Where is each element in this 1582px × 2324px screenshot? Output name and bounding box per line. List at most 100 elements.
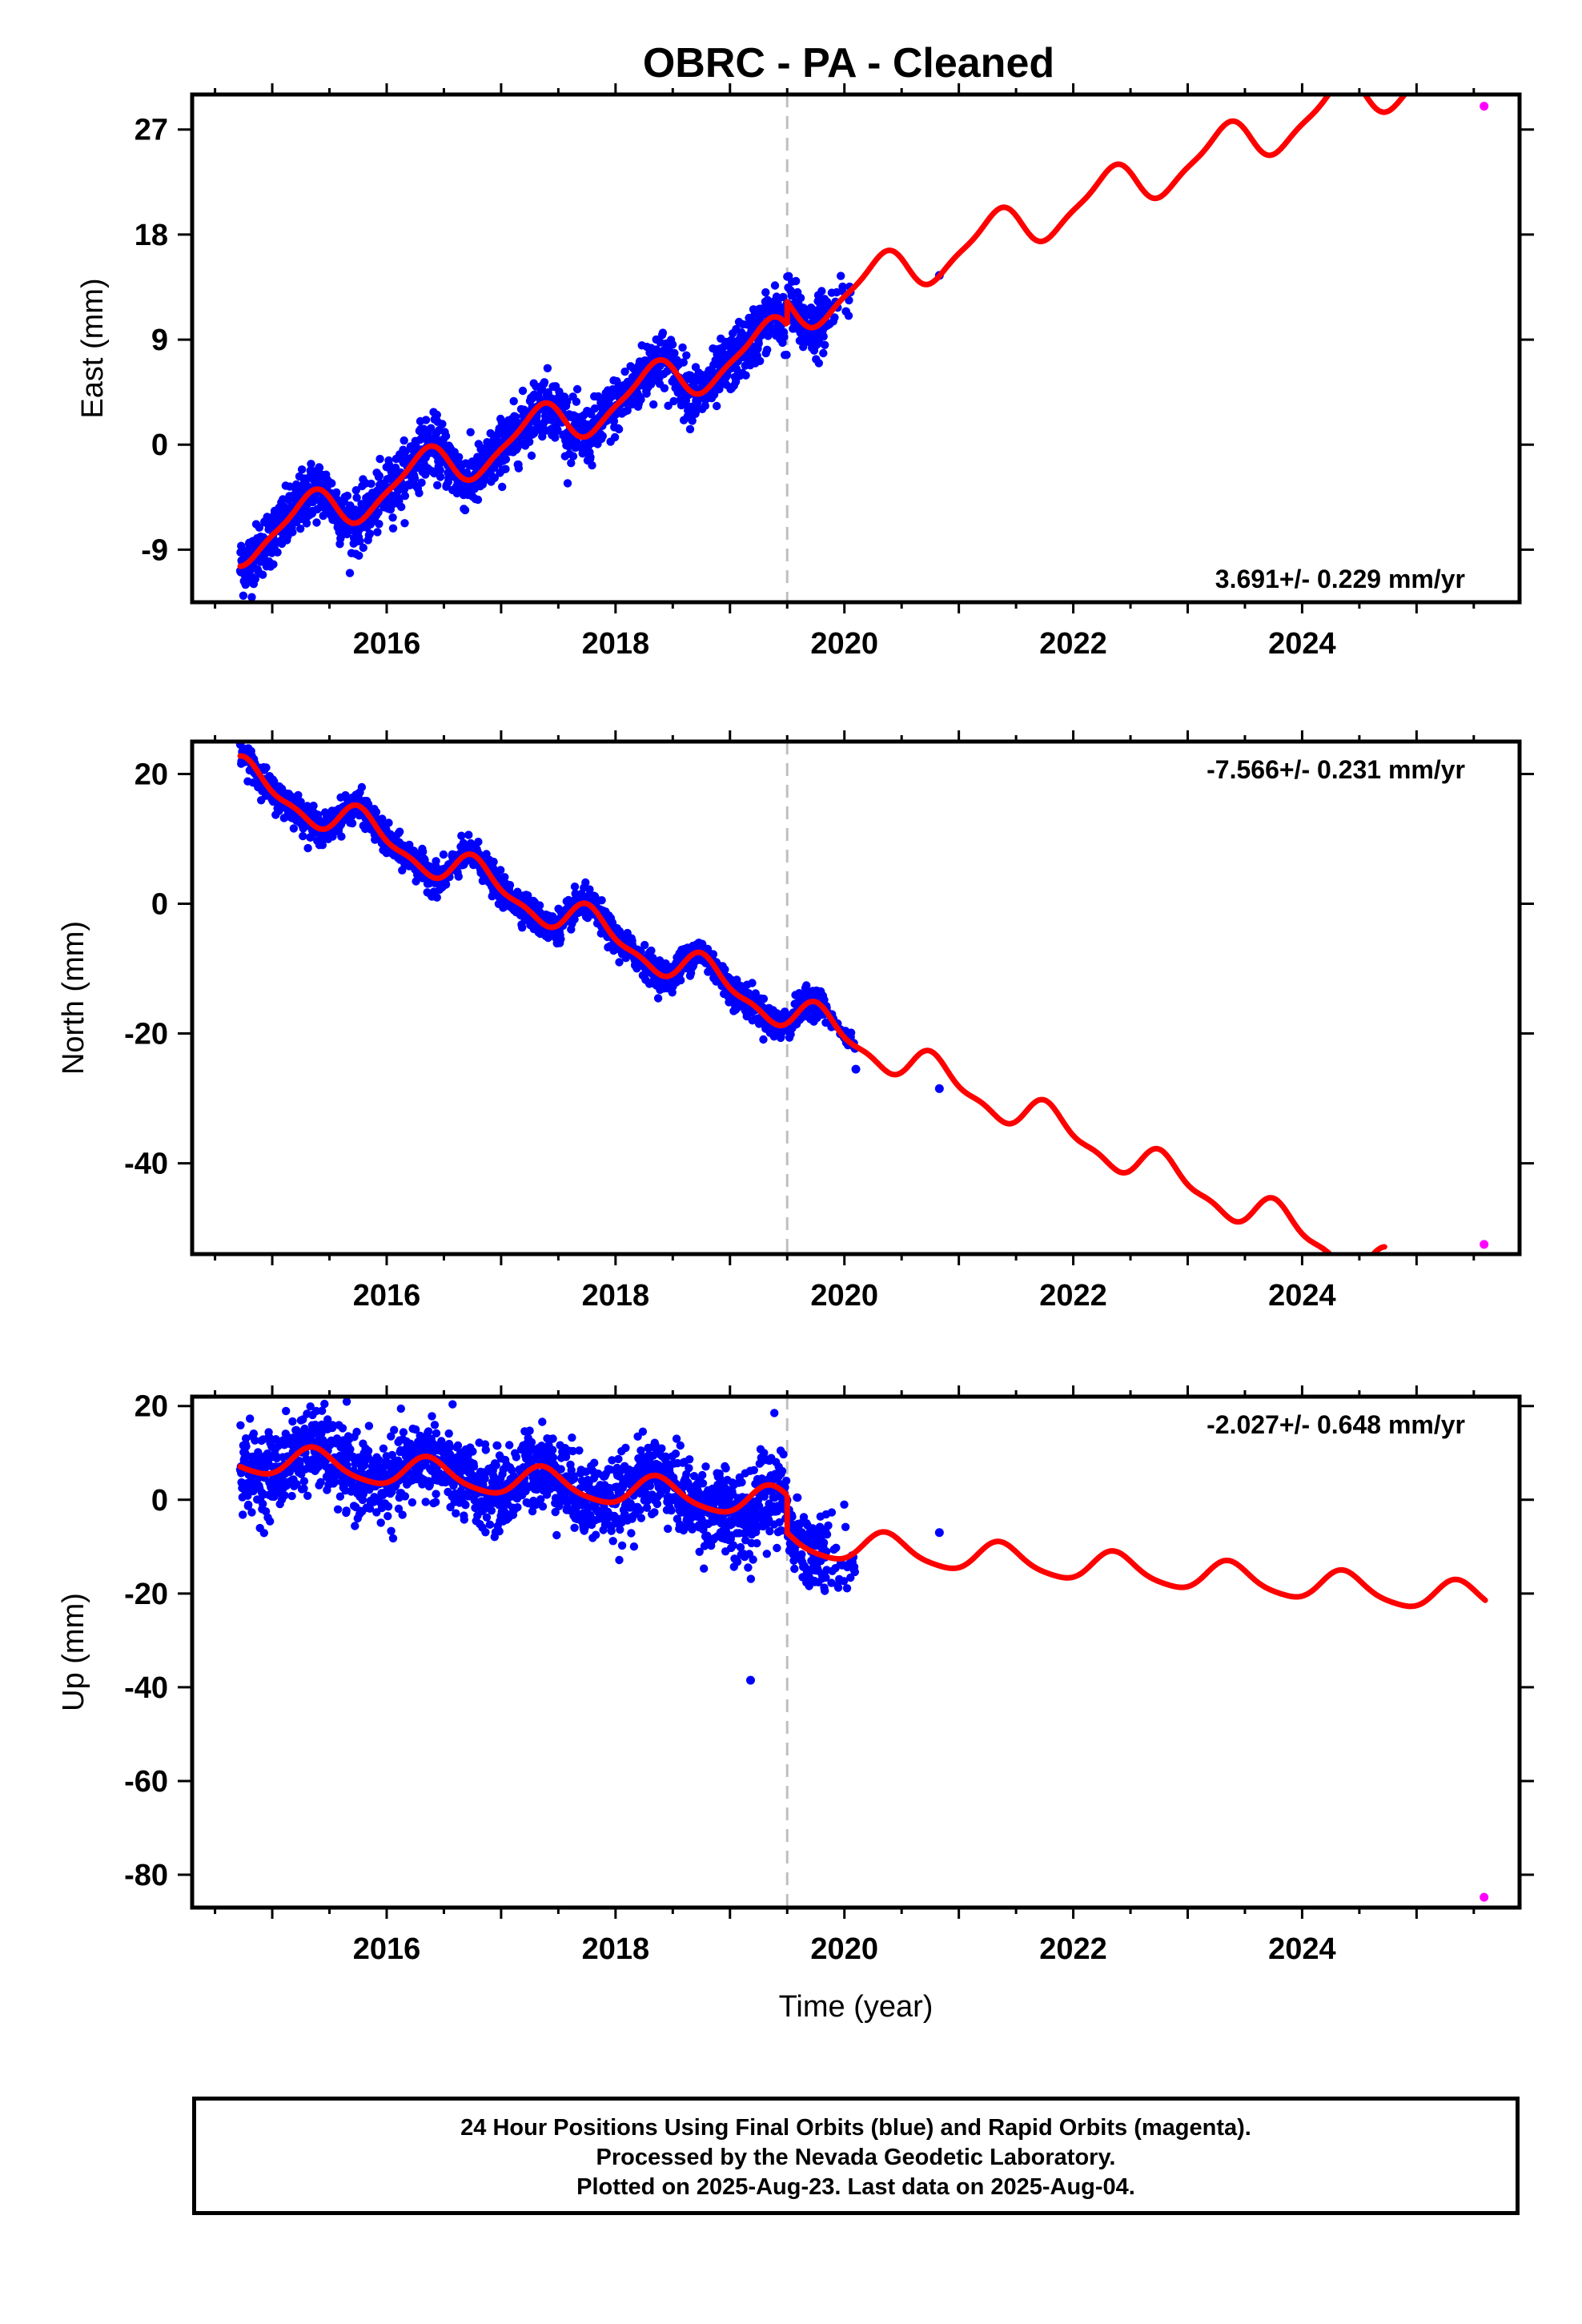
data-point: [282, 1406, 291, 1416]
data-point: [814, 359, 823, 368]
data-point: [468, 1447, 477, 1456]
data-point: [817, 287, 826, 296]
data-point: [269, 560, 278, 569]
data-point: [441, 432, 451, 440]
data-point: [255, 523, 264, 532]
data-point: [359, 543, 367, 553]
data-point: [279, 495, 287, 504]
data-point: [636, 395, 645, 404]
data-point: [518, 923, 527, 932]
data-point: [640, 940, 649, 950]
data-point: [400, 519, 409, 528]
data-point: [466, 428, 475, 436]
y-tick-label: 0: [151, 428, 168, 462]
data-point: [421, 416, 431, 424]
data-point: [241, 581, 250, 589]
x-tick-label: 2022: [1039, 1279, 1107, 1313]
y-axis-label: East (mm): [76, 278, 110, 418]
x-tick-label: 2022: [1039, 627, 1107, 661]
data-point: [590, 404, 600, 413]
data-point: [309, 802, 318, 810]
data-point: [286, 1464, 295, 1474]
data-point: [375, 520, 383, 529]
data-point: [505, 881, 515, 890]
model-curve: [237, 753, 789, 1029]
data-point: [338, 1424, 347, 1433]
data-point: [375, 472, 383, 480]
data-point: [433, 480, 442, 490]
data-point: [311, 1421, 320, 1429]
data-point: [481, 1528, 490, 1537]
data-point: [287, 1491, 296, 1501]
data-point: [259, 1499, 267, 1509]
data-point: [343, 491, 352, 501]
y-tick-label: 9: [151, 324, 168, 357]
data-point: [432, 1498, 440, 1506]
data-point: [500, 873, 509, 882]
data-point: [419, 847, 428, 856]
data-point: [316, 1478, 325, 1487]
data-point: [294, 790, 303, 800]
data-point: [427, 424, 436, 432]
data-point: [525, 437, 534, 446]
data-point: [525, 1426, 534, 1435]
data-point: [288, 1417, 297, 1426]
data-point: [352, 1427, 361, 1437]
data-point: [254, 1448, 263, 1457]
data-point: [317, 1429, 326, 1438]
data-point: [668, 340, 677, 349]
data-point: [527, 451, 536, 460]
data-point: [266, 1517, 275, 1526]
data-point: [759, 1035, 768, 1044]
data-point: [837, 271, 845, 280]
data-point: [390, 1425, 399, 1434]
data-point: [259, 570, 267, 579]
data-point: [585, 885, 594, 894]
data-point: [398, 1510, 407, 1519]
data-point: [396, 827, 404, 836]
data-point: [371, 807, 381, 817]
data-point: [934, 1084, 944, 1093]
data-point: [312, 518, 321, 527]
data-point: [342, 1397, 351, 1406]
data-point: [570, 883, 580, 891]
data-point: [315, 463, 324, 472]
data-point: [306, 1402, 315, 1411]
data-point: [388, 1534, 398, 1543]
data-point: [556, 935, 565, 944]
data-point: [397, 502, 406, 512]
data-point: [457, 831, 466, 840]
data-point: [474, 838, 483, 846]
data-point: [543, 364, 552, 372]
data-point: [364, 1421, 374, 1430]
y-tick-label: -20: [124, 1018, 168, 1051]
y-tick-label: 20: [135, 758, 168, 792]
model-curve: [237, 314, 789, 569]
data-point: [412, 877, 420, 886]
data-point: [664, 401, 673, 410]
data-point: [509, 396, 518, 406]
data-point: [246, 1414, 255, 1423]
data-point: [792, 276, 801, 286]
y-tick-label: -9: [141, 533, 168, 567]
data-point: [701, 401, 709, 410]
data-point: [556, 1465, 565, 1474]
data-point: [351, 486, 360, 495]
data-point: [303, 1491, 312, 1501]
data-point: [830, 313, 839, 322]
data-point: [239, 1510, 247, 1519]
data-point: [357, 782, 367, 792]
data-point: [242, 1442, 251, 1451]
data-point: [660, 384, 669, 392]
data-point: [482, 1513, 492, 1522]
data-point: [464, 830, 473, 839]
data-point: [614, 424, 624, 434]
data-point: [237, 1469, 246, 1478]
data-point: [351, 1522, 359, 1530]
rate-label: 3.691+/- 0.229 mm/yr: [1215, 565, 1465, 593]
data-point: [552, 1530, 561, 1540]
data-point: [297, 465, 307, 474]
x-tick-label: 2018: [582, 1279, 650, 1313]
